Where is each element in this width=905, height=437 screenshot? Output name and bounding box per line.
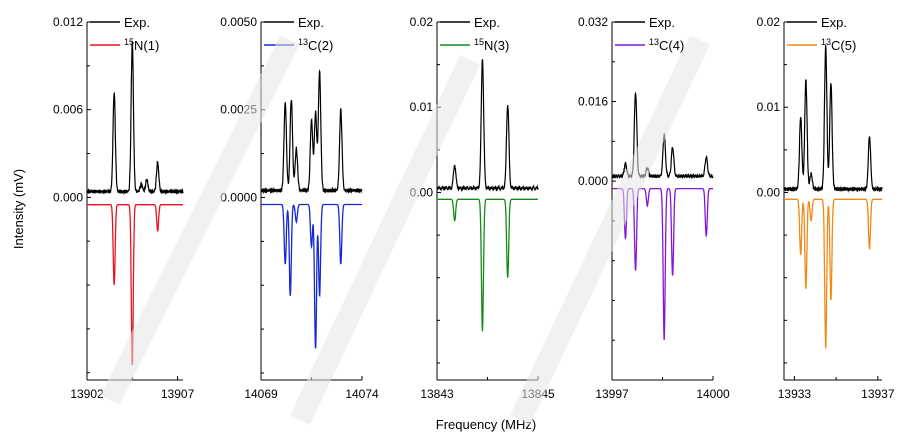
- x-tick-label: 13937: [861, 387, 895, 401]
- legend-sim-superscript: 15: [474, 37, 484, 47]
- legend-sim-label: 13C(5): [821, 37, 856, 53]
- x-axis-label: Frequency (MHz): [436, 417, 536, 432]
- panel-1: 0.000 0.006 0.012 13902 13907 Exp. 15N(1): [53, 15, 195, 401]
- legend-sim-superscript: 13: [298, 37, 308, 47]
- y-tick-label: 0.02: [410, 15, 434, 29]
- x-tick-label: 13907: [161, 387, 195, 401]
- legend-exp-label: Exp.: [649, 15, 675, 30]
- x-tick-label: 14069: [244, 387, 278, 401]
- legend-sim-label: 13C(2): [298, 37, 333, 53]
- sim-series-line: [261, 203, 362, 349]
- y-tick-label: 0.02: [757, 15, 781, 29]
- exp-series-line: [260, 69, 363, 195]
- legend-sim-text: N(3): [484, 38, 509, 53]
- exp-series-line: [436, 59, 539, 193]
- sim-series-line: [437, 198, 538, 332]
- y-axis-label: Intensity (mV): [11, 169, 26, 249]
- sim-series-line: [87, 204, 183, 366]
- panel-3: 0.00 0.01 0.02 13843 13845 Exp. 15N(3): [410, 15, 555, 401]
- y-tick-label: 0.000: [578, 174, 608, 188]
- y-tick-label: 0.01: [410, 100, 434, 114]
- legend-exp-label: Exp.: [474, 15, 500, 30]
- y-tick-label: 0.00: [757, 185, 781, 199]
- exp-series-line: [86, 39, 184, 196]
- y-tick-label: 0.012: [53, 15, 83, 29]
- x-tick-label: 13845: [521, 387, 555, 401]
- panel-5: 0.00 0.01 0.02 13933 13937 Exp. 13C(5): [757, 15, 895, 401]
- legend-sim-label: 15N(1): [124, 37, 159, 53]
- sim-series-line: [784, 198, 882, 349]
- y-tick-label: 0.0000: [220, 190, 257, 204]
- y-tick-label: 0.01: [757, 100, 781, 114]
- x-tick-label: 13933: [778, 387, 812, 401]
- y-tick-label: 0.032: [578, 15, 608, 29]
- legend-sim-superscript: 13: [821, 37, 831, 47]
- x-tick-label: 13843: [420, 387, 454, 401]
- legend-exp-label: Exp.: [124, 15, 150, 30]
- exp-series-line: [783, 44, 883, 193]
- x-tick-label: 14074: [345, 387, 379, 401]
- panel-2: 0.0000 0.0025 0.0050 14069 14074 Exp. 13C(2): [220, 15, 379, 401]
- legend-sim-text: C(4): [659, 38, 684, 53]
- sim-series-line: [612, 187, 713, 340]
- legend-exp-label: Exp.: [821, 15, 847, 30]
- panel-4: 0.000 0.016 0.032 13997 14000 Exp. 13C(4): [578, 15, 730, 401]
- x-tick-label: 13997: [595, 387, 629, 401]
- legend-sim-label: 13C(4): [649, 37, 684, 53]
- y-tick-label: 0.00: [410, 185, 434, 199]
- legend-sim-text: N(1): [134, 38, 159, 53]
- x-tick-label: 14000: [696, 387, 730, 401]
- y-tick-label: 0.0050: [220, 15, 257, 29]
- exp-series-line: [611, 91, 714, 180]
- y-tick-label: 0.000: [53, 190, 83, 204]
- legend-sim-text: C(2): [308, 38, 333, 53]
- x-tick-label: 13902: [70, 387, 104, 401]
- legend-exp-label: Exp.: [298, 15, 324, 30]
- y-tick-label: 0.016: [578, 95, 608, 109]
- legend-sim-text: C(5): [831, 38, 856, 53]
- y-tick-label: 0.006: [53, 103, 83, 117]
- legend-sim-label: 15N(3): [474, 37, 509, 53]
- legend-sim-superscript: 15: [124, 37, 134, 47]
- legend-sim-superscript: 13: [649, 37, 659, 47]
- y-tick-label: 0.0025: [220, 103, 257, 117]
